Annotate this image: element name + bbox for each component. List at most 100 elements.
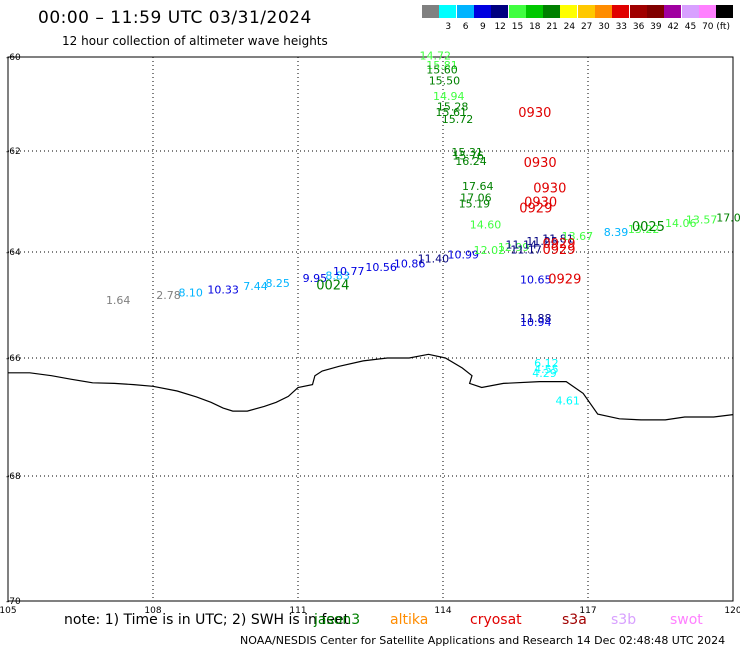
wave-height-reading: 11.25 [526, 235, 558, 248]
wave-height-reading: 15.19 [459, 198, 491, 211]
colorbar-tick-label: 36 [632, 22, 645, 32]
wave-height-reading: 8.39 [604, 226, 629, 239]
colorbar-swatch [577, 5, 595, 18]
wave-height-reading: 2.78 [156, 289, 181, 302]
wave-height-reading: 12.02 [474, 244, 506, 257]
latitude-tick-label: -64 [6, 248, 21, 258]
colorbar-tick-label: 30 [598, 22, 610, 32]
colorbar-swatch [491, 5, 509, 18]
colorbar-tick-label: 21 [546, 22, 558, 32]
page-title: 00:00 – 11:59 UTC 03/31/2024 [38, 8, 312, 28]
pass-time-label: 0024 [316, 279, 349, 294]
pass-time-label: 0025 [632, 220, 665, 235]
pass-time-label: 0929 [542, 243, 575, 258]
wave-height-reading: 4.29 [532, 367, 557, 380]
wave-height-reading: 15.81 [426, 59, 458, 72]
wave-height-reading: 4.61 [555, 395, 580, 408]
colorbar-swatch [681, 5, 699, 18]
wave-height-reading: 8.10 [178, 287, 203, 300]
axis-tick-labels: 105 108 111 114 117 120 -60 -62 -64 -66 -68 -70 [0, 53, 740, 616]
colorbar-tick-label: 45 [684, 22, 697, 32]
colorbar-swatch [456, 5, 474, 18]
colorbar-swatch [422, 5, 439, 18]
graticule [7, 56, 734, 602]
wave-height-reading: 12.99 [498, 241, 530, 254]
wave-height-reading: 9.95 [303, 272, 328, 285]
wave-height-reading: 10.33 [207, 283, 239, 296]
colorbar-swatch [595, 5, 612, 18]
wave-height-reading: 6.12 [534, 357, 559, 370]
latitude-tick-label: -68 [6, 472, 21, 482]
satellite-legend-item: altika [390, 612, 429, 628]
colorbar-tick-label: 33 [615, 22, 628, 32]
pass-time-label: 0930 [524, 156, 557, 171]
wave-height-reading: 7.44 [243, 280, 268, 293]
latitude-tick-label: -62 [6, 147, 21, 157]
wave-height-reading: 10.56 [365, 261, 397, 274]
colorbar-tick-label: 6 [462, 22, 469, 32]
colorbar-tick-label: 39 [650, 22, 662, 32]
colorbar-swatch [439, 5, 457, 18]
wave-height-reading: 15.31 [451, 146, 483, 159]
wave-height-reading: 11.14 [506, 238, 538, 251]
wave-height-reading: 10.94 [520, 316, 552, 329]
satellite-legend-item: swot [670, 612, 703, 628]
satellite-legend-item: s3a [562, 612, 587, 628]
wave-height-reading: 10.99 [448, 248, 480, 261]
wave-height-reading: 11.40 [418, 253, 450, 266]
longitude-tick-label: 111 [289, 606, 306, 616]
wave-height-reading: 10.65 [520, 273, 552, 286]
wave-height-reading: 13.22 [628, 223, 660, 236]
satellite-legend-item: cryosat [470, 612, 522, 628]
map-frame [7, 56, 734, 602]
pass-time-label: 0930 [524, 196, 557, 211]
pass-time-label: 0930 [518, 106, 551, 121]
satellite-legend-item: jason3 [314, 612, 361, 628]
wave-height-reading: 8.83 [325, 270, 350, 283]
colorbar-swatch [473, 5, 491, 18]
pass-time-label: 0929 [519, 202, 552, 217]
wave-height-reading: 15.76 [452, 150, 484, 163]
wave-height-reading: 11.88 [520, 312, 552, 325]
pass-time-label: 0930 [533, 181, 566, 196]
wave-height-reading: 17.06 [460, 192, 492, 205]
latitude-tick-label: -70 [6, 597, 21, 607]
wave-height-reading: 14.72 [420, 49, 452, 62]
coastline [8, 353, 734, 421]
wave-height-reading: 17.06 [716, 212, 740, 225]
wave-height-reading: 1.64 [106, 294, 131, 307]
colorbar-swatch [629, 5, 647, 18]
colorbar-swatch [543, 5, 561, 18]
wave-height-reading: 4.55 [534, 363, 559, 376]
wave-height-reading: 15.60 [426, 63, 458, 76]
longitude-tick-label: 120 [724, 606, 740, 616]
pass-time-label: 0929 [542, 237, 575, 252]
wave-height-reading: 11.81 [542, 232, 574, 245]
page-subtitle: 12 hour collection of altimeter wave hei… [62, 34, 328, 48]
footer-credit: NOAA/NESDIS Center for Satellite Applica… [240, 634, 726, 647]
wave-height-reading: 8.25 [265, 277, 290, 290]
colorbar-tick-label: 70 [702, 22, 714, 32]
wave-height-reading: 17.64 [462, 180, 494, 193]
wave-height-reading: 11.17 [510, 244, 542, 257]
wave-height-reading: 15.28 [437, 101, 469, 114]
colorbar-swatch [612, 5, 630, 18]
longitude-tick-label: 117 [579, 606, 596, 616]
wave-height-reading: 15.72 [442, 113, 474, 126]
colorbar-tick-label: 24 [563, 22, 576, 32]
colorbar-swatch [525, 5, 543, 18]
colorbar-tick-label: 18 [529, 22, 541, 32]
wave-height-reading: 15.61 [435, 106, 467, 119]
colorbar-swatch [716, 5, 734, 18]
colorbar-tick-label: 42 [667, 22, 679, 32]
colorbar-tick-label: 9 [480, 22, 486, 32]
colorbar-tick-label: 27 [580, 22, 593, 32]
wave-height-reading: 16.24 [455, 155, 487, 168]
colorbar-swatch [646, 5, 664, 18]
colorbar-unit-label: (ft) [716, 22, 730, 32]
wave-height-reading: 14.06 [665, 217, 697, 230]
wave-height-reading: 14.94 [433, 90, 465, 103]
